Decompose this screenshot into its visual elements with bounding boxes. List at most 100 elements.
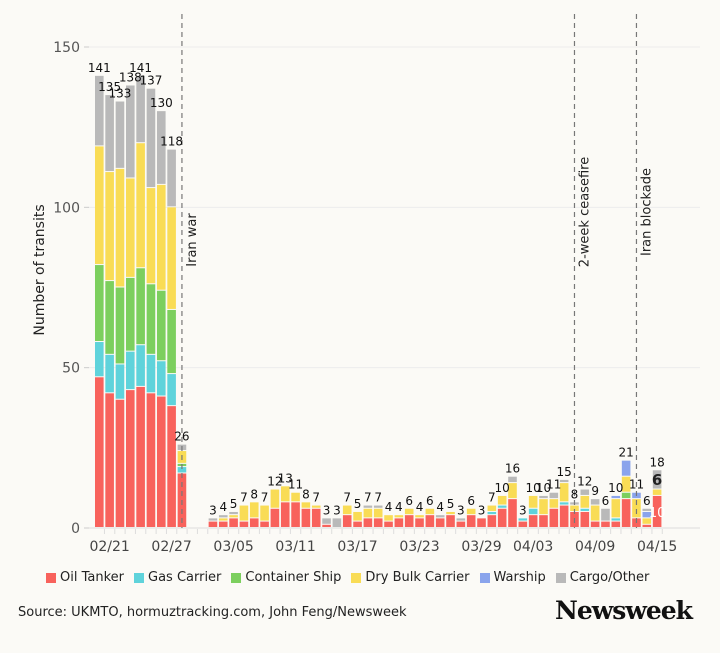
bar-segment-gas-carrier: [487, 511, 497, 515]
bar-segment-gas-carrier: [611, 518, 621, 521]
legend-item-gas-carrier[interactable]: Gas Carrier: [134, 570, 221, 585]
x-tick-label: 02/27: [151, 539, 191, 555]
legend-item-cargo-other[interactable]: Cargo/Other: [555, 570, 649, 585]
legend-label: Gas Carrier: [148, 570, 222, 585]
total-label: 4: [219, 500, 227, 514]
legend-label: Dry Bulk Carrier: [365, 570, 470, 585]
total-label: 3: [478, 503, 486, 517]
legend-item-dry-bulk-carrier[interactable]: Dry Bulk Carrier: [351, 570, 470, 585]
bar-segment-oil-tanker: [311, 508, 321, 527]
bar-segment-dry-bulk-carrier: [632, 499, 641, 518]
total-label: 7: [312, 491, 320, 505]
bar-segment-container-ship: [621, 492, 631, 499]
bar-segment-dry-bulk-carrier: [291, 492, 300, 502]
total-label: 10: [608, 481, 623, 495]
bar-segment-oil-tanker: [435, 518, 445, 527]
total-label: 18: [649, 455, 664, 469]
total-label: 8: [250, 487, 258, 501]
legend-swatch-icon: [231, 572, 242, 583]
bar-segment-dry-bulk-carrier: [404, 508, 414, 515]
bar-segment-oil-tanker: [260, 521, 269, 527]
bar-segment-container-ship: [167, 309, 176, 374]
bar-segment-cargo-other: [363, 505, 373, 508]
bar-segment-oil-tanker: [508, 499, 517, 527]
bar-segment-dry-bulk-carrier: [590, 505, 600, 521]
x-tick-label: 03/05: [213, 539, 253, 555]
bar-segment-cargo-other: [642, 508, 652, 511]
bar-segment-dry-bulk-carrier: [125, 178, 135, 277]
bar-segment-oil-tanker: [559, 505, 569, 527]
bar-segment-dry-bulk-carrier: [539, 499, 548, 515]
total-label: 26: [174, 430, 189, 444]
bar-segment-cargo-other: [559, 479, 569, 483]
total-label: 13: [278, 471, 293, 485]
bar-segment-oil-tanker: [363, 518, 373, 527]
legend-swatch-icon: [351, 572, 362, 583]
bar-segment-dry-bulk-carrier: [621, 476, 631, 492]
total-label: 11: [288, 478, 303, 492]
legend-item-container-ship[interactable]: Container Ship: [231, 570, 341, 585]
total-label: 15: [557, 465, 572, 479]
bar-segment-oil-tanker: [301, 508, 311, 527]
bar-segment-container-ship: [115, 287, 125, 364]
bar-segment-dry-bulk-carrier: [249, 502, 259, 518]
bar-segment-dry-bulk-carrier: [311, 505, 321, 508]
total-label: 3: [209, 503, 217, 517]
bar-segment-dry-bulk-carrier: [239, 505, 249, 521]
legend-label: Container Ship: [245, 570, 342, 585]
legend-item-oil-tanker[interactable]: Oil Tanker: [46, 570, 124, 585]
bar-segment-oil-tanker: [415, 518, 424, 527]
bar-segment-dry-bulk-carrier: [136, 143, 145, 268]
total-label: 6: [405, 494, 413, 508]
total-label: 11: [629, 478, 644, 492]
bar-segment-cargo-other: [218, 515, 228, 518]
bar-segment-oil-tanker: [249, 518, 259, 527]
annotation-label: Iran blockade: [639, 168, 654, 256]
bar-segment-oil-tanker: [125, 390, 135, 527]
bar-segment-dry-bulk-carrier: [528, 495, 538, 508]
x-tick-label: 04/03: [513, 539, 553, 555]
bar-segment-dry-bulk-carrier: [270, 489, 280, 508]
bar-segment-dry-bulk-carrier: [363, 508, 373, 518]
bar-segment-cargo-other: [652, 470, 662, 489]
bar-segment-gas-carrier: [518, 518, 528, 521]
legend-item-warship[interactable]: Warship: [479, 570, 546, 585]
bar-segment-dry-bulk-carrier: [446, 511, 455, 515]
bar-segment-cargo-other: [167, 149, 176, 207]
bar-segment-oil-tanker: [280, 502, 290, 527]
bar-segment-dry-bulk-carrier: [425, 508, 435, 515]
bar-segment-oil-tanker: [611, 521, 621, 527]
bar-segment-warship: [611, 495, 621, 499]
bar-segment-oil-tanker: [270, 508, 280, 527]
x-axis: 02/21 02/27 03/05 03/11 03/17 03/23 03/29 04/03…: [89, 529, 677, 555]
bar-segment-gas-carrier: [95, 342, 104, 377]
bar-segment-dry-bulk-carrier: [342, 505, 352, 515]
bar-segment-cargo-other: [332, 518, 342, 527]
total-label: 12: [577, 475, 592, 489]
total-label: 10: [526, 481, 541, 495]
bar-segment-dry-bulk-carrier: [549, 499, 559, 508]
bar-segment-dry-bulk-carrier: [105, 172, 114, 281]
bar-segment-cargo-other: [580, 489, 590, 495]
total-label: 16: [505, 462, 520, 476]
total-label: 138: [119, 70, 142, 84]
bar-segment-oil-tanker: [487, 515, 497, 527]
total-label: 5: [447, 497, 455, 511]
bar-segment-gas-carrier: [177, 467, 187, 473]
total-label: 130: [150, 96, 173, 110]
bar-segment-oil-tanker: [539, 515, 548, 527]
bar-segment-dry-bulk-carrier: [487, 505, 497, 511]
bar-segment-dry-bulk-carrier: [415, 515, 424, 518]
total-label: 5: [230, 497, 238, 511]
total-label: 4: [395, 500, 403, 514]
bar-segment-oil-tanker: [322, 524, 331, 527]
bar-segment-container-ship: [136, 268, 145, 345]
bar-segment-dry-bulk-carrier: [384, 515, 393, 521]
total-label: 3: [457, 503, 465, 517]
total-label: 7: [364, 491, 372, 505]
x-tick-label: 02/21: [89, 539, 129, 555]
bar-segment-dry-bulk-carrier: [466, 508, 476, 515]
y-tick-label: 150: [53, 40, 80, 56]
bar-segment-cargo-other: [590, 499, 600, 505]
bar-segment-warship: [621, 460, 631, 476]
